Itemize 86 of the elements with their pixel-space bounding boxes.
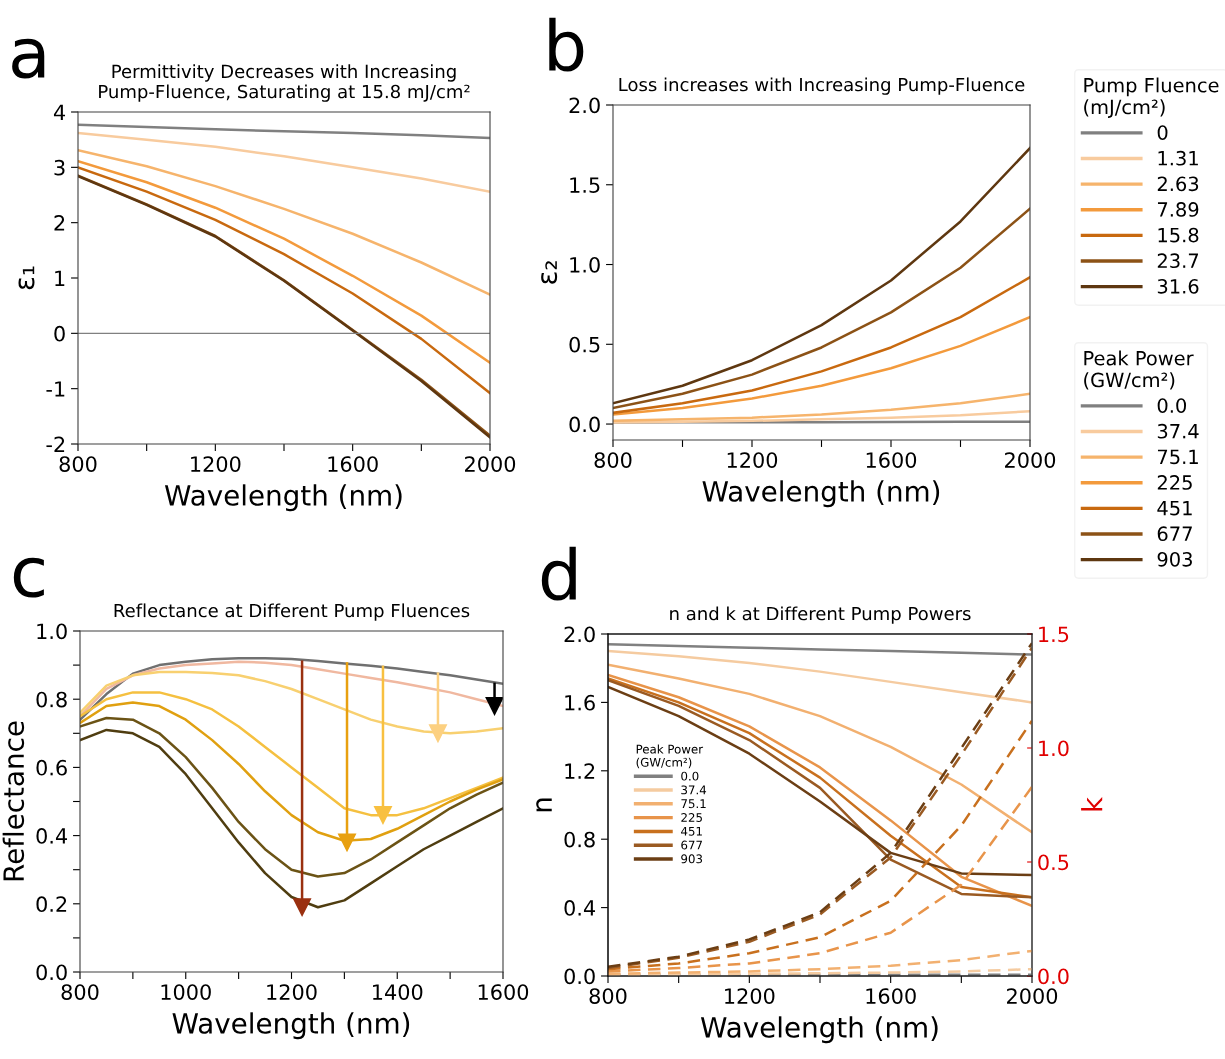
- y2-tick-label: 1.0: [1039, 740, 1069, 757]
- legend-label: 0.0: [681, 771, 699, 781]
- x-tick-label: 2000: [465, 456, 516, 472]
- chart-title: Reflectance at Different Pump Fluences: [114, 603, 470, 621]
- y-tick-label: -2: [46, 436, 65, 452]
- x-tick-label: 1200: [191, 456, 241, 472]
- legend-label: 225: [1157, 475, 1192, 490]
- y-tick-label: 3: [54, 159, 65, 176]
- legend-label: 15.8: [1158, 227, 1199, 243]
- x-axis-title: Wavelength (nm): [702, 480, 940, 508]
- y-tick-label: 0.8: [36, 691, 67, 708]
- y-tick-label: 0.4: [36, 828, 68, 844]
- y-tick-label: 1.2: [565, 763, 595, 779]
- legend-label: 37.4: [681, 785, 707, 795]
- x-axis-title: Wavelength (nm): [164, 484, 402, 512]
- legend-label: 451: [1157, 500, 1192, 516]
- y-tick-label: 1.5: [570, 177, 600, 193]
- y-tick-label: 0.0: [36, 964, 67, 981]
- legend-label: 37.4: [1157, 423, 1199, 439]
- x-tick-label: 2000: [1005, 452, 1056, 468]
- x-tick-label: 800: [59, 456, 97, 472]
- y-tick-label: 0.8: [564, 831, 595, 848]
- y-tick-label: 2.0: [569, 97, 600, 114]
- legend-label: 2.63: [1157, 176, 1199, 192]
- legend-label: 75.1: [1157, 449, 1198, 465]
- x-tick-label: 800: [594, 452, 632, 468]
- y2-tick-label: 0.5: [1038, 854, 1069, 871]
- x-tick-label: 1600: [478, 984, 529, 1000]
- y-tick-label: 0.5: [569, 336, 600, 353]
- legend-label: 677: [1157, 526, 1192, 542]
- legend-title: Peak Power (GW/cm²): [1084, 350, 1194, 390]
- x-tick-label: 1000: [161, 984, 211, 1000]
- x-axis-title: Wavelength (nm): [172, 1012, 410, 1040]
- y-tick-label: 1.6: [565, 694, 595, 711]
- y-tick-label: -1: [46, 381, 65, 397]
- x-tick-label: 800: [589, 988, 627, 1004]
- y-tick-label: 2.0: [564, 626, 595, 643]
- y-tick-label: 0.6: [36, 759, 67, 776]
- legend-label: 0: [1157, 125, 1168, 140]
- text: a: [12, 38, 45, 79]
- legend-label: 23.7: [1157, 253, 1199, 269]
- y-axis-title: Reflectance: [2, 721, 25, 881]
- y-tick-label: 0.4: [564, 900, 596, 916]
- y-tick-label: 1.0: [570, 256, 600, 273]
- text: b: [549, 17, 584, 72]
- legend-label: 903: [681, 854, 703, 864]
- legend-label: 677: [681, 840, 702, 850]
- x-tick-label: 800: [61, 984, 99, 1000]
- x-tick-label: 1600: [866, 452, 917, 468]
- y-tick-label: 4: [53, 104, 66, 120]
- text: c: [13, 557, 44, 598]
- x-tick-label: 1200: [727, 452, 778, 468]
- chart-title: n and k at Different Pump Powers: [670, 606, 971, 624]
- y-tick-label: 0.2: [36, 896, 67, 913]
- legend-title: Peak Power (GW/cm²): [636, 744, 704, 769]
- legend-title: Pump Fluence (mJ/cm²): [1084, 77, 1219, 118]
- y2-axis-title: k: [1081, 797, 1103, 811]
- y-axis-title: ε₁: [18, 266, 35, 290]
- chart-title: Permittivity Decreases with Increasing Pump-Fluence, Saturating at 15.8 mJ/cm²: [99, 64, 470, 102]
- x-tick-label: 1600: [328, 456, 378, 472]
- y-tick-label: 0.0: [569, 416, 600, 433]
- x-tick-label: 1400: [373, 984, 423, 1000]
- y-tick-label: 2: [54, 215, 65, 231]
- y2-tick-label: 1.5: [1039, 626, 1069, 643]
- legend-label: 225: [681, 813, 702, 822]
- y-axis-title: ε₂: [541, 261, 558, 284]
- y-tick-label: 1: [55, 270, 65, 286]
- legend-label: 0.0: [1157, 398, 1187, 413]
- x-tick-label: 1200: [267, 984, 317, 1000]
- x-tick-label: 1600: [866, 988, 916, 1004]
- legend-label: 451: [681, 826, 702, 836]
- x-tick-label: 1200: [725, 988, 775, 1004]
- y-tick-label: 0: [54, 325, 65, 342]
- legend-label: 7.89: [1157, 202, 1199, 217]
- legend-label: 31.6: [1157, 278, 1199, 294]
- y2-tick-label: 0.0: [1038, 968, 1069, 985]
- y-tick-label: 0.0: [564, 968, 595, 985]
- chart-title: Loss increases with Increasing Pump-Fluence: [619, 77, 1025, 95]
- legend-label: 75.1: [681, 799, 706, 809]
- legend-label: 1.31: [1158, 150, 1198, 166]
- x-axis-title: Wavelength (nm): [700, 1016, 938, 1044]
- x-tick-label: 2000: [1007, 988, 1058, 1004]
- y-axis-title: n: [536, 798, 552, 812]
- y-tick-label: 1.0: [37, 623, 67, 640]
- legend-label: 903: [1157, 551, 1192, 567]
- text: d: [541, 546, 576, 601]
